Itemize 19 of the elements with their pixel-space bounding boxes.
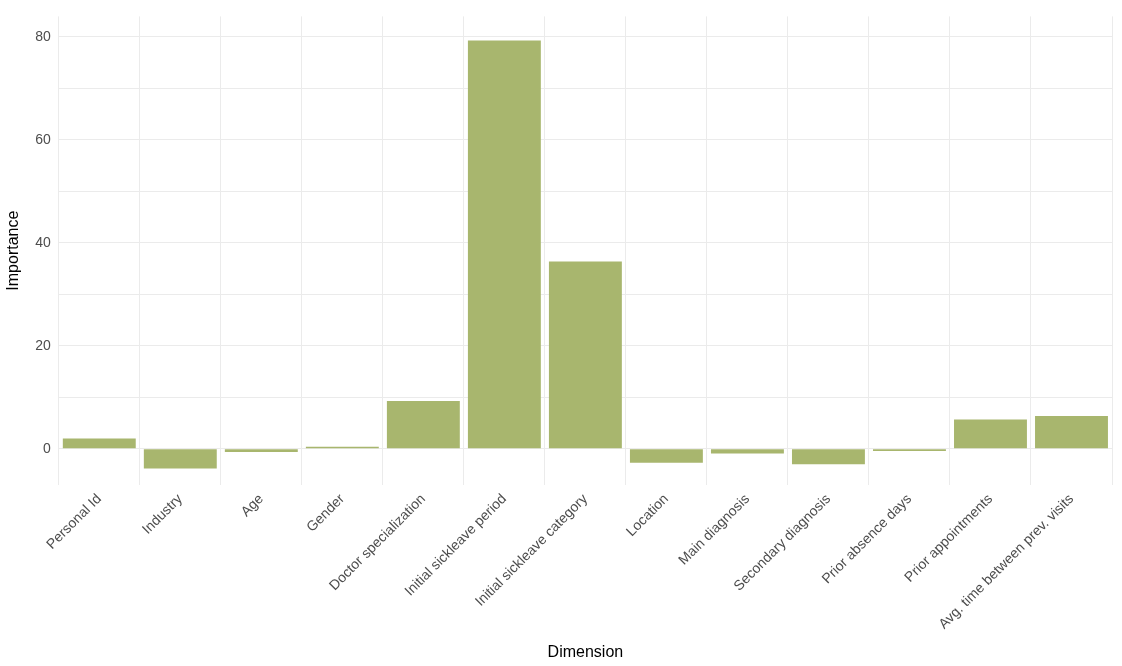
- bar: [791, 449, 865, 465]
- bar: [1035, 415, 1108, 449]
- bar: [224, 449, 298, 452]
- bar: [629, 449, 703, 463]
- y-tick-label: 60: [35, 130, 51, 147]
- bar: [954, 419, 1027, 449]
- y-tick-label: 40: [35, 233, 51, 250]
- bar: [548, 261, 622, 449]
- bar: [386, 400, 460, 449]
- bar: [62, 438, 136, 449]
- bar: [467, 40, 541, 449]
- bar: [143, 449, 217, 469]
- y-tick-label: 20: [35, 336, 51, 353]
- x-tick-label: Age: [237, 490, 267, 520]
- y-tick-label: 80: [35, 27, 51, 44]
- bar: [710, 449, 784, 454]
- x-axis-title: Dimension: [547, 642, 624, 660]
- y-tick-label: 0: [42, 439, 51, 456]
- y-axis-title: Importance: [4, 210, 22, 291]
